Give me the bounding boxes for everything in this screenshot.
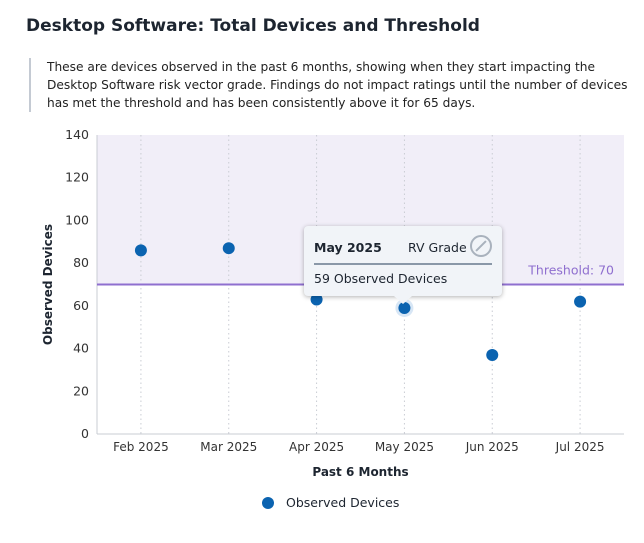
y-tick-label: 40 (73, 341, 89, 356)
data-point (574, 295, 587, 308)
y-tick-label: 20 (73, 383, 89, 398)
y-tick-label: 80 (73, 255, 89, 270)
data-point (134, 244, 147, 257)
data-point (398, 301, 411, 314)
tooltip-value: 59 Observed Devices (314, 271, 448, 286)
x-tick-label: Mar 2025 (200, 440, 257, 454)
x-axis-label: Past 6 Months (312, 465, 408, 479)
y-tick-label: 100 (65, 212, 89, 227)
tooltip: May 2025 RV Grade 59 Observed Devices (304, 226, 502, 304)
legend[interactable]: Observed Devices (262, 495, 399, 510)
y-axis-label: Observed Devices (41, 224, 55, 345)
y-tick-label: 140 (65, 127, 89, 142)
tooltip-divider (314, 263, 492, 265)
tooltip-arrow (394, 296, 412, 304)
data-point (222, 242, 235, 255)
x-tick-label: May 2025 (375, 440, 434, 454)
x-tick-label: Feb 2025 (113, 440, 169, 454)
tooltip-grade-label: RV Grade (408, 240, 467, 255)
legend-label: Observed Devices (286, 495, 400, 510)
legend-marker (262, 496, 274, 509)
chart-title: Desktop Software: Total Devices and Thre… (26, 16, 480, 36)
x-tick-label: Jun 2025 (465, 440, 519, 454)
data-point (486, 348, 499, 361)
y-tick-label: 60 (73, 298, 89, 313)
y-tick-label: 120 (65, 170, 89, 185)
x-tick-label: Apr 2025 (289, 440, 344, 454)
x-tick-label: Jul 2025 (555, 440, 605, 454)
chart-description: These are devices observed in the past 6… (29, 58, 637, 112)
data-point (310, 293, 323, 306)
y-tick-label: 0 (81, 426, 89, 441)
not-applicable-icon (470, 235, 492, 257)
tooltip-month: May 2025 (314, 240, 382, 255)
threshold-label: Threshold: 70 (527, 263, 614, 278)
